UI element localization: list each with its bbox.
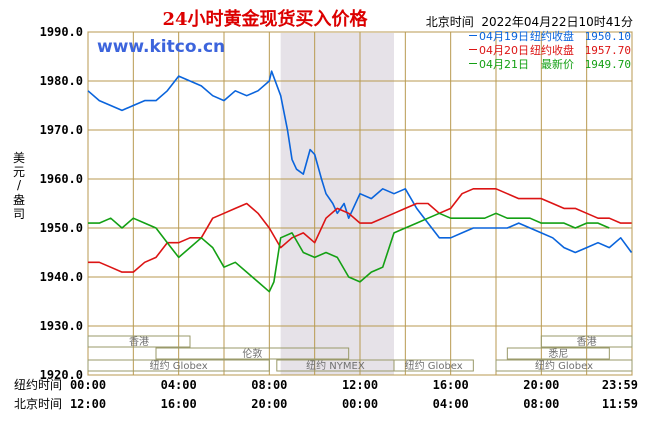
ylabel-char: 司	[13, 207, 25, 221]
legend-label: 纽约收盘	[530, 43, 574, 57]
legend-name: 04月19日	[479, 30, 529, 43]
y-tick-label: 1980.0	[40, 74, 83, 88]
ylabel-char: 元	[13, 165, 25, 179]
x-tick-label: 08:00	[523, 397, 559, 411]
market-session: 伦敦	[155, 347, 350, 360]
ylabel-char: /	[17, 178, 22, 192]
legend-item-series-1: 04月20日 纽约收盘 1957.70	[469, 43, 631, 57]
legend-item-series-0: 04月19日 纽约收盘 1950.10	[469, 29, 631, 43]
legend-value: 1957.70	[585, 44, 631, 57]
market-session: 纽约 Globex	[87, 359, 270, 372]
x-axis-ticks: 00:00 04:00 08:00 12:00 16:00 20:00 23:59 12:00…	[70, 378, 638, 411]
x-tick-label: 04:00	[161, 378, 197, 392]
legend-label: 纽约收盘	[530, 29, 574, 43]
legend-swatch	[469, 63, 477, 64]
watermark: www.kitco.cn	[97, 37, 225, 57]
market-session-label: 纽约 Globex	[405, 359, 463, 372]
y-tick-label: 1990.0	[40, 25, 83, 39]
market-session-label: 悉尼	[548, 348, 568, 360]
market-session-box	[506, 347, 610, 360]
y-tick-label: 1950.0	[40, 221, 83, 235]
legend-name: 04月21日	[479, 58, 529, 71]
y-tick-label: 1960.0	[40, 172, 83, 186]
series-lines	[87, 70, 633, 293]
x-axis-row-label-bj: 北京时间	[14, 397, 62, 411]
legend-item-series-2: 04月21日 最新价 1949.70	[469, 57, 631, 71]
series-line	[87, 70, 633, 254]
x-axis-row-label-ny: 纽约时间	[14, 377, 62, 392]
market-session-label: 纽约 Globex	[150, 359, 208, 372]
x-tick-label: 12:00	[70, 397, 106, 411]
legend-swatch	[469, 49, 477, 50]
ylabel-char: 美	[13, 151, 25, 165]
market-session: 香港	[540, 335, 633, 348]
x-tick-label: 20:00	[523, 378, 559, 392]
header-time: 北京时间 2022年04月22日10时41分	[426, 15, 633, 29]
x-tick-label: 16:00	[433, 378, 469, 392]
market-session: 香港	[87, 335, 191, 348]
series-line	[88, 212, 610, 293]
x-tick-label: 12:00	[342, 378, 378, 392]
x-tick-label: 16:00	[161, 397, 197, 411]
market-session-box	[87, 335, 191, 348]
legend: 04月19日 纽约收盘 1950.10 04月20日 纽约收盘 1957.70 …	[469, 29, 631, 71]
y-tick-label: 1920.0	[40, 368, 83, 382]
ylabel-char: 盎	[13, 193, 25, 207]
market-session-box	[87, 359, 270, 372]
y-tick-label: 1940.0	[40, 270, 83, 284]
x-tick-label: 11:59	[602, 397, 638, 411]
market-session-box	[393, 359, 474, 372]
market-session-box	[495, 359, 633, 372]
y-tick-label: 1970.0	[40, 123, 83, 137]
gridlines	[87, 31, 633, 376]
market-session: 纽约 Globex	[393, 359, 474, 372]
market-session: 悉尼	[506, 347, 610, 360]
y-tick-label: 1930.0	[40, 319, 83, 333]
series-line	[88, 188, 632, 273]
x-tick-label: 08:00	[251, 378, 287, 392]
legend-label: 最新价	[541, 57, 574, 71]
nymex-shaded-region	[280, 33, 394, 375]
x-tick-label: 23:59	[602, 378, 638, 392]
legend-swatch	[469, 35, 477, 36]
market-session-label: 伦敦	[242, 347, 262, 360]
market-session-box	[155, 347, 350, 360]
x-tick-label: 00:00	[70, 378, 106, 392]
y-axis-ticks: 1990.0 1980.0 1970.0 1960.0 1950.0 1940.0 1930…	[40, 25, 83, 382]
legend-value: 1949.70	[585, 58, 631, 71]
shaded-region	[280, 33, 394, 375]
y-axis-title: 美 元 / 盎 司	[13, 151, 25, 221]
chart-title: 24小时黄金现货买入价格	[162, 8, 368, 30]
x-tick-label: 00:00	[342, 397, 378, 411]
x-tick-label: 20:00	[251, 397, 287, 411]
market-session-box	[540, 335, 633, 348]
legend-name: 04月20日	[479, 44, 529, 57]
market-session: 纽约 Globex	[495, 359, 633, 372]
market-session-label: 香港	[129, 336, 149, 348]
market-session-label: 纽约 Globex	[535, 359, 593, 372]
x-tick-label: 04:00	[433, 397, 469, 411]
market-session-label: 香港	[577, 336, 597, 348]
legend-value: 1950.10	[585, 30, 631, 43]
market-session-label: 纽约 NYMEX	[306, 359, 365, 372]
